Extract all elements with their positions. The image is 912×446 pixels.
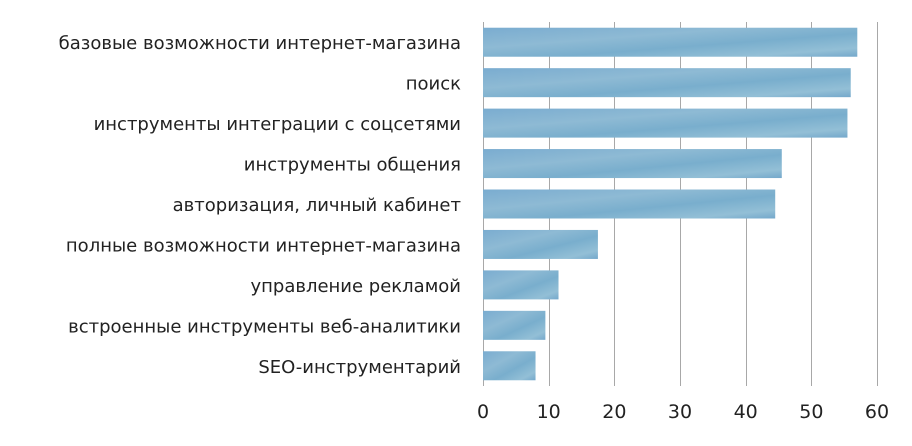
x-tick-label: 30 — [668, 401, 692, 423]
bar — [483, 189, 776, 219]
x-tick-label: 10 — [537, 401, 561, 423]
bar — [483, 149, 782, 179]
bar — [483, 68, 851, 98]
category-label: встроенные инструменты веб-аналитики — [68, 316, 461, 337]
bar — [483, 27, 858, 57]
category-label: полные возможности интернет-магазина — [66, 235, 461, 256]
category-labels: базовые возможности интернет-магазина пои… — [59, 33, 461, 378]
category-label: инструменты общения — [244, 155, 461, 176]
category-label: поиск — [406, 74, 461, 95]
category-label: SEO-инструментарий — [258, 357, 461, 378]
bar — [483, 351, 536, 381]
x-axis-ticks: 0 10 20 30 40 50 60 — [477, 401, 889, 423]
bar — [483, 310, 546, 340]
category-label: инструменты интеграции с соцсетями — [94, 114, 461, 135]
bar — [483, 229, 598, 259]
category-label: авторизация, личный кабинет — [173, 195, 461, 216]
bar — [483, 270, 559, 300]
category-label: управление рекламой — [250, 276, 461, 297]
x-tick-label: 60 — [865, 401, 889, 423]
x-tick-label: 50 — [799, 401, 823, 423]
bar — [483, 108, 848, 138]
x-tick-label: 0 — [477, 401, 489, 423]
category-label: базовые возможности интернет-магазина — [59, 33, 461, 54]
x-tick-label: 40 — [734, 401, 758, 423]
x-tick-label: 20 — [602, 401, 626, 423]
bars — [483, 27, 858, 381]
